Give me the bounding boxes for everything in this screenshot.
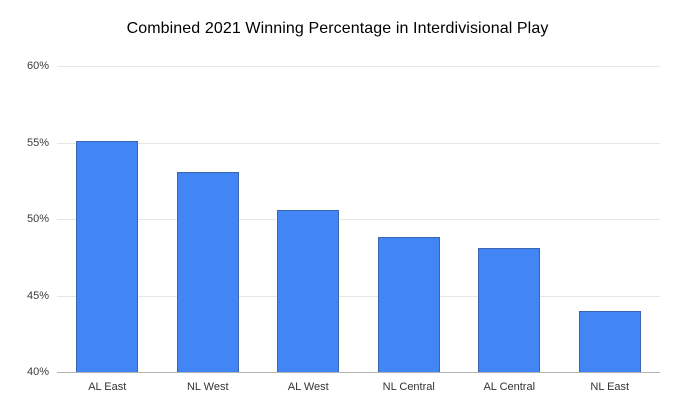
bar-nl-central [377, 237, 440, 372]
x-axis-category-label: AL Central [483, 381, 536, 393]
x-axis-category-label: NL West [186, 381, 229, 393]
bar-al-central [478, 248, 541, 372]
x-axis-line [57, 372, 660, 373]
gridline [57, 219, 660, 220]
gridline [57, 295, 660, 297]
y-axis-tick-label: 60% [26, 60, 49, 72]
y-axis-tick-label: 50% [26, 213, 49, 225]
x-axis-category-label: AL East [88, 381, 127, 393]
x-axis-category-label: NL Central [382, 381, 435, 393]
gridline [57, 142, 660, 144]
x-axis-category-label: AL West [287, 381, 329, 393]
bar-nl-west [176, 171, 239, 372]
bar-al-east [76, 140, 139, 372]
chart-title: Combined 2021 Winning Percentage in Inte… [126, 20, 549, 37]
gridline [57, 66, 660, 67]
y-axis-tick-label: 55% [26, 136, 49, 149]
y-axis-tick-label: 45% [26, 289, 49, 302]
bar-al-west [277, 209, 340, 372]
y-axis-tick-label: 40% [26, 366, 49, 378]
plot-area [57, 66, 660, 373]
bar-nl-east [578, 310, 641, 372]
x-axis-category-label: NL East [590, 381, 630, 393]
